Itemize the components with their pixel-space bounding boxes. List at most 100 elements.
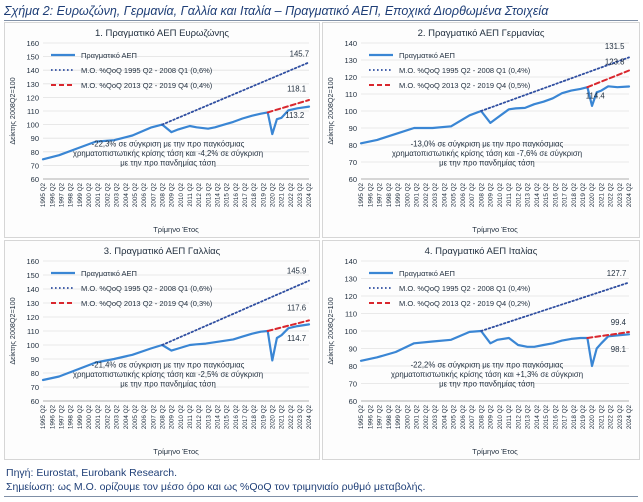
x-tick-label: 2009 Q2	[488, 183, 495, 208]
y-tick-label: 70	[31, 161, 39, 170]
y-tick-label: 100	[26, 121, 39, 130]
x-tick-label: 2009 Q2	[488, 405, 495, 430]
annotation-line: -22,3% σε σύγκριση με την προ παγκόσμιας	[92, 139, 245, 148]
x-tick-label: 1995 Q2	[40, 405, 47, 430]
x-tick-label: 2000 Q2	[86, 183, 93, 208]
series-line-dotted	[161, 61, 310, 126]
footer-divider	[4, 496, 638, 497]
x-tick-label: 2000 Q2	[404, 183, 411, 208]
x-tick-label: 2013 Q2	[205, 405, 212, 430]
end-value-label: 117.6	[287, 304, 306, 313]
legend-entry: Μ.Ο. %QoQ 1995 Q2 - 2008 Q1 (0,4%)	[399, 66, 531, 75]
x-tick-label: 2001 Q2	[414, 183, 421, 208]
y-tick-label: 60	[349, 175, 357, 184]
x-tick-label: 2011 Q2	[506, 183, 513, 207]
y-tick-label: 120	[26, 313, 39, 322]
x-tick-label: 1995 Q2	[358, 183, 365, 208]
legend-entry: Πραγματικό ΑΕΠ	[81, 269, 137, 278]
x-tick-label: 1995 Q2	[40, 183, 47, 208]
series-line-dashed	[586, 331, 630, 339]
x-tick-label: 2015 Q2	[224, 183, 231, 208]
x-tick-label: 2016 Q2	[552, 405, 559, 430]
x-tick-label: 2017 Q2	[242, 405, 249, 430]
x-tick-label: 2004 Q2	[123, 183, 130, 208]
x-tick-label: 2022 Q2	[608, 405, 615, 430]
x-tick-label: 2008 Q2	[478, 183, 485, 208]
x-tick-label: 2003 Q2	[114, 183, 121, 208]
annotation-line: -13,0% σε σύγκριση με την προ παγκόσμιας	[411, 139, 564, 148]
x-tick-label: 2009 Q2	[169, 183, 176, 208]
x-tick-label: 2011 Q2	[187, 183, 194, 207]
source-note: Πηγή: Eurostat, Eurobank Research.	[6, 467, 178, 479]
chart-svg: 2. Πραγματικό ΑΕΠ Γερμανίας 60 70 80 90 100 11…	[326, 28, 633, 234]
end-value-label: 118.1	[287, 84, 306, 93]
legend-entry: Μ.Ο. %QoQ 2013 Q2 - 2019 Q4 (0,4%)	[81, 81, 213, 90]
x-tick-label: 2005 Q2	[132, 183, 139, 208]
x-tick-label: 2003 Q2	[114, 405, 121, 430]
figure-title: Σχήμα 2: Ευρωζώνη, Γερμανία, Γαλλία και …	[4, 4, 549, 18]
x-tick-label: 2000 Q2	[404, 405, 411, 430]
legend-entry: Μ.Ο. %QoQ 1995 Q2 - 2008 Q1 (0,6%)	[81, 284, 213, 293]
x-axis-label: Τρίμηνο Έτος	[472, 225, 518, 234]
y-tick-label: 60	[31, 397, 39, 406]
x-tick-label: 2004 Q2	[441, 405, 448, 430]
x-tick-label: 1996 Q2	[49, 405, 56, 430]
x-tick-label: 1998 Q2	[386, 405, 393, 430]
annotation-line: με την προ πανδημίας τάση	[120, 158, 216, 167]
legend-entry: Μ.Ο. %QoQ 1995 Q2 - 2008 Q1 (0,6%)	[81, 66, 213, 75]
x-tick-label: 2022 Q2	[288, 405, 295, 430]
y-tick-label: 70	[31, 383, 39, 392]
x-tick-label: 2003 Q2	[432, 405, 439, 430]
x-tick-label: 2007 Q2	[469, 405, 476, 430]
x-tick-label: 2023 Q2	[617, 183, 624, 208]
y-tick-label: 100	[344, 107, 357, 116]
x-tick-label: 2018 Q2	[251, 405, 258, 430]
annotation-line: με την προ πανδημίας τάση	[120, 379, 216, 388]
y-tick-label: 120	[26, 93, 39, 102]
x-tick-label: 2014 Q2	[214, 183, 221, 208]
x-tick-label: 2007 Q2	[469, 183, 476, 208]
y-tick-label: 120	[344, 292, 357, 301]
y-tick-label: 60	[31, 175, 39, 184]
x-tick-label: 1999 Q2	[395, 183, 402, 208]
x-tick-label: 2010 Q2	[497, 405, 504, 430]
x-tick-label: 2001 Q2	[95, 183, 102, 208]
x-tick-label: 2011 Q2	[506, 405, 513, 429]
series-line-dotted	[161, 279, 310, 346]
x-tick-label: 2019 Q2	[260, 405, 267, 430]
legend-entry: Μ.Ο. %QoQ 2013 Q2 - 2019 Q4 (0,2%)	[399, 299, 531, 308]
x-tick-label: 2017 Q2	[562, 405, 569, 430]
x-tick-label: 2011 Q2	[187, 405, 194, 429]
legend-entry: Μ.Ο. %QoQ 1995 Q2 - 2008 Q1 (0,4%)	[399, 284, 531, 293]
x-tick-label: 2012 Q2	[196, 183, 203, 208]
y-axis-label: Δείκτης 2008Q2=100	[8, 77, 17, 144]
x-tick-label: 2023 Q2	[297, 405, 304, 430]
series-line-dotted	[480, 281, 630, 332]
x-tick-label: 2004 Q2	[441, 183, 448, 208]
chart-panel-france: 3. Πραγματικό ΑΕΠ Γαλλίας 60 70 80 90 100 110 1…	[4, 240, 320, 460]
x-tick-label: 1997 Q2	[59, 405, 66, 430]
x-tick-label: 1997 Q2	[377, 405, 384, 430]
y-tick-label: 70	[349, 158, 357, 167]
y-tick-label: 90	[31, 134, 39, 143]
y-tick-label: 120	[344, 73, 357, 82]
x-tick-label: 1997 Q2	[377, 183, 384, 208]
chart-title: 1. Πραγματικό ΑΕΠ Ευρωζώνης	[95, 28, 229, 39]
end-value-label: 99.4	[611, 318, 627, 327]
annotation-text: -13,0% σε σύγκριση με την προ παγκόσμιας…	[392, 139, 582, 167]
x-axis-label: Τρίμηνο Έτος	[472, 447, 518, 456]
x-tick-label: 2020 Q2	[270, 183, 277, 208]
x-tick-label: 2005 Q2	[451, 405, 458, 430]
x-tick-label: 2004 Q2	[123, 405, 130, 430]
x-tick-label: 2019 Q2	[260, 183, 267, 208]
x-tick-label: 2013 Q2	[205, 183, 212, 208]
legend-entry: Πραγματικό ΑΕΠ	[399, 269, 455, 278]
x-tick-label: 2015 Q2	[543, 405, 550, 430]
x-tick-label: 1997 Q2	[59, 183, 66, 208]
x-tick-label: 2020 Q2	[589, 183, 596, 208]
x-tick-label: 2022 Q2	[288, 183, 295, 208]
y-tick-label: 150	[26, 53, 39, 62]
x-tick-label: 2017 Q2	[562, 183, 569, 208]
x-tick-label: 2006 Q2	[141, 405, 148, 430]
x-tick-label: 2014 Q2	[214, 405, 221, 430]
